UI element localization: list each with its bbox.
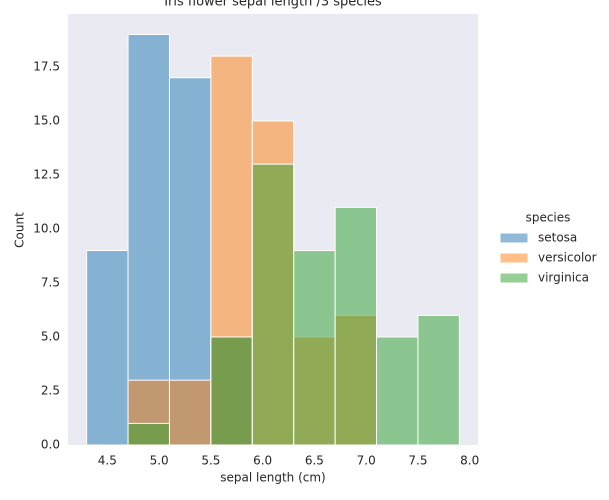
y-tick-label: 0.0 xyxy=(41,438,60,452)
bar xyxy=(127,422,170,446)
legend-title: species xyxy=(526,211,571,225)
x-tick-label: 5.5 xyxy=(201,454,220,468)
bar xyxy=(376,336,419,446)
x-tick-label: 7.5 xyxy=(408,454,427,468)
y-tick-label: 10.0 xyxy=(33,221,60,235)
y-tick-label: 15.0 xyxy=(33,113,60,127)
bar xyxy=(210,336,253,446)
y-tick-label: 2.5 xyxy=(41,383,60,397)
bar xyxy=(293,250,336,446)
legend-swatch xyxy=(499,252,529,264)
y-axis-label: Count xyxy=(13,212,27,248)
bar xyxy=(168,379,212,446)
y-tick-label: 7.5 xyxy=(41,275,60,289)
x-tick-label: 8.0 xyxy=(460,454,479,468)
x-tick-label: 5.0 xyxy=(150,454,169,468)
x-tick-label: 7.0 xyxy=(357,454,376,468)
bar xyxy=(251,163,295,446)
bar xyxy=(86,250,129,446)
bar xyxy=(417,314,460,446)
x-tick-label: 4.5 xyxy=(98,454,117,468)
x-tick-label: 6.5 xyxy=(305,454,324,468)
legend-label: setosa xyxy=(538,231,577,245)
legend-swatch xyxy=(499,272,529,284)
legend-swatch xyxy=(499,232,529,244)
x-tick-label: 6.0 xyxy=(253,454,272,468)
legend-label: virginica xyxy=(538,271,589,285)
y-tick-label: 5.0 xyxy=(41,329,60,343)
chart-title: Iris flower sepal length /3 species xyxy=(164,0,382,10)
legend-label: versicolor xyxy=(538,251,597,265)
x-axis-label: sepal length (cm) xyxy=(220,471,325,485)
bar xyxy=(127,34,170,446)
y-tick-label: 12.5 xyxy=(33,167,60,181)
bar xyxy=(334,206,378,446)
y-tick-label: 17.5 xyxy=(33,59,60,73)
